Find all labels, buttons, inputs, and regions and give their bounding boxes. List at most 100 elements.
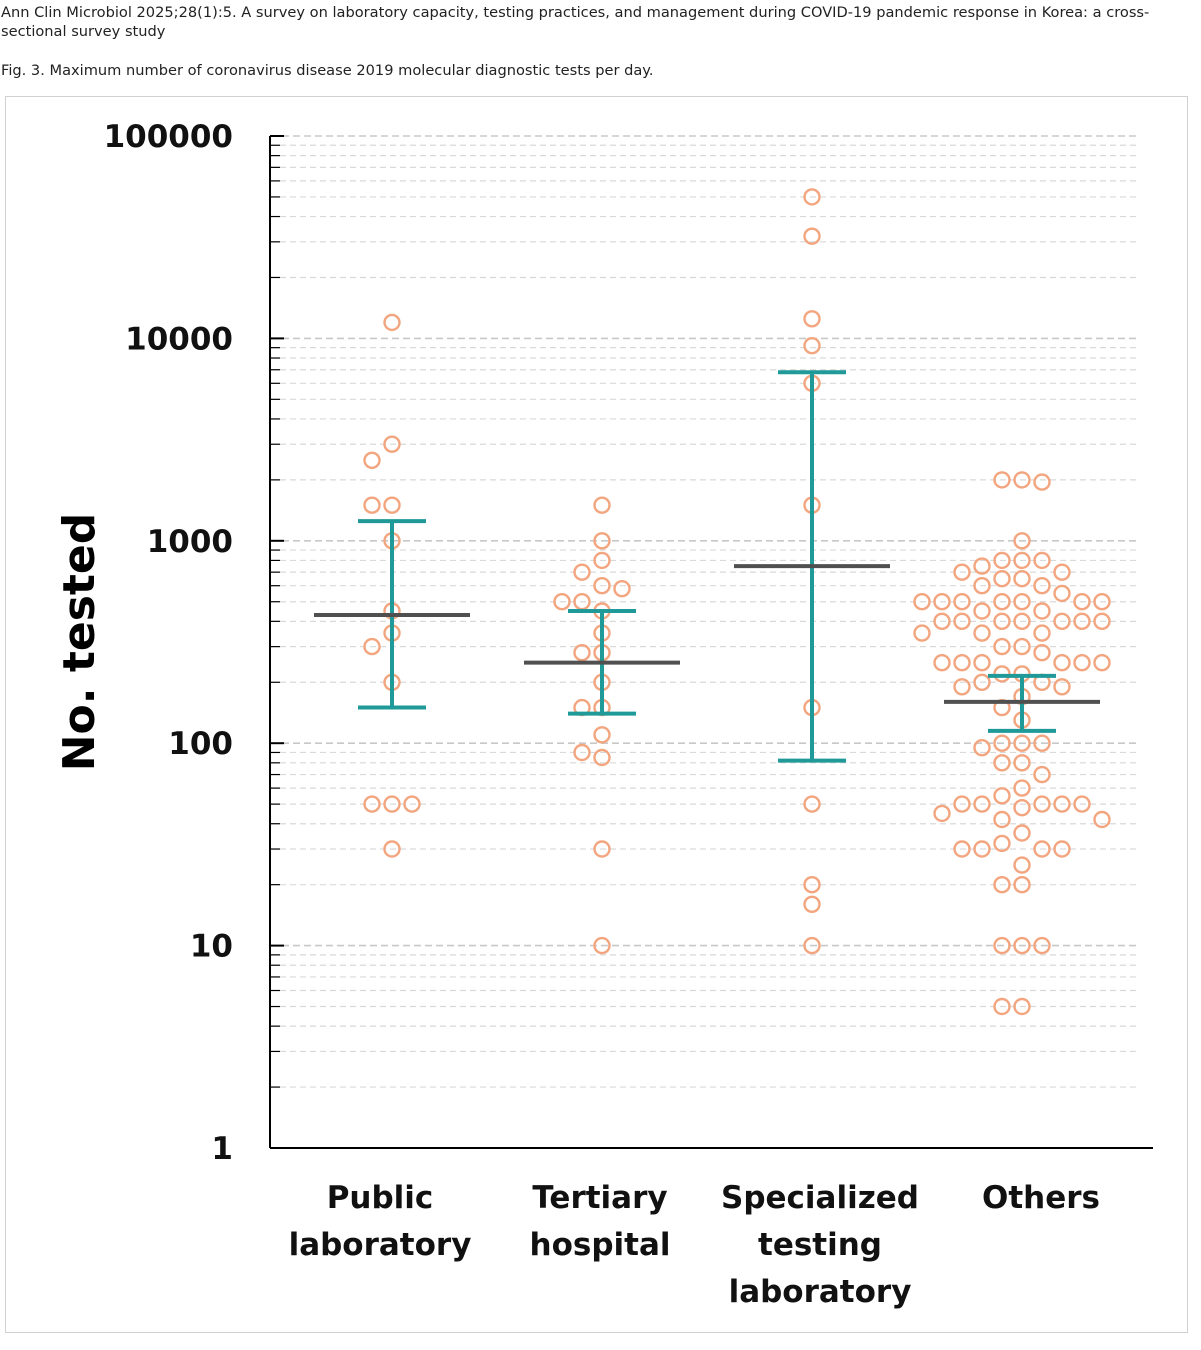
data-point xyxy=(1033,602,1051,620)
data-point xyxy=(1053,563,1071,581)
data-point xyxy=(933,654,951,672)
data-point xyxy=(593,748,611,767)
data-point xyxy=(363,795,381,813)
data-point xyxy=(363,637,381,656)
x-category-label: laboratory xyxy=(729,1274,912,1310)
data-points xyxy=(363,188,1111,1016)
data-point xyxy=(973,739,991,757)
data-point xyxy=(383,435,401,453)
data-point xyxy=(993,734,1011,752)
data-point xyxy=(993,876,1011,894)
data-point xyxy=(573,563,591,581)
y-tick-label: 1 xyxy=(211,1131,233,1167)
labels: 1 10 100 1000 10000 100000 No. tested Public lab… xyxy=(54,119,1100,1310)
x-category-label: Others xyxy=(982,1180,1100,1216)
data-point xyxy=(953,612,971,630)
data-point xyxy=(993,612,1011,630)
data-point xyxy=(1013,779,1031,797)
data-point xyxy=(1033,734,1051,752)
x-category-label: Tertiary xyxy=(532,1180,667,1216)
data-point xyxy=(1033,936,1051,955)
data-point xyxy=(593,726,611,744)
data-point xyxy=(1013,551,1031,570)
data-point xyxy=(803,795,821,813)
x-category-label: Public xyxy=(327,1180,434,1216)
data-point xyxy=(383,795,401,813)
data-point xyxy=(1013,637,1031,656)
y-tick-label: 10000 xyxy=(125,321,233,357)
data-point xyxy=(1013,471,1031,489)
data-point xyxy=(1033,551,1051,570)
data-point xyxy=(803,227,821,245)
data-point xyxy=(1093,654,1111,672)
data-point xyxy=(803,337,821,355)
data-point xyxy=(593,577,611,595)
data-point xyxy=(993,665,1011,683)
data-point xyxy=(953,654,971,672)
data-point xyxy=(953,795,971,813)
y-tick-label: 100000 xyxy=(104,119,233,155)
x-category-label: Specialized xyxy=(721,1180,919,1216)
data-point xyxy=(993,787,1011,805)
data-point xyxy=(1053,840,1071,858)
data-point xyxy=(973,795,991,813)
data-point xyxy=(1013,876,1031,894)
data-point xyxy=(973,624,991,642)
data-point xyxy=(1093,612,1111,630)
data-point xyxy=(1013,754,1031,772)
data-point xyxy=(613,580,631,598)
data-point xyxy=(1033,795,1051,813)
data-point xyxy=(593,936,611,955)
x-category-label: laboratory xyxy=(289,1227,472,1263)
data-point xyxy=(953,563,971,581)
data-point xyxy=(573,644,591,662)
data-point xyxy=(973,602,991,620)
data-point xyxy=(973,673,991,691)
data-point xyxy=(803,310,821,328)
data-point xyxy=(1033,840,1051,858)
data-point xyxy=(993,834,1011,853)
data-point xyxy=(1073,593,1091,611)
data-point xyxy=(1013,612,1031,630)
data-point xyxy=(1013,532,1031,550)
citation: Ann Clin Microbiol 2025;28(1):5. A surve… xyxy=(1,4,1150,40)
data-point xyxy=(1073,795,1091,813)
data-point xyxy=(1013,997,1031,1016)
data-point xyxy=(1053,612,1071,630)
data-point xyxy=(593,551,611,570)
data-point xyxy=(1093,810,1111,829)
data-point xyxy=(383,496,401,514)
data-point xyxy=(573,743,591,762)
data-point xyxy=(383,313,401,332)
grid-lines xyxy=(280,135,1140,1088)
data-point xyxy=(1013,593,1031,611)
data-point xyxy=(973,577,991,595)
data-point xyxy=(993,637,1011,656)
data-point xyxy=(803,876,821,894)
data-point xyxy=(993,754,1011,772)
data-point xyxy=(1073,654,1091,672)
data-point xyxy=(933,612,951,630)
data-point xyxy=(363,496,381,514)
data-point xyxy=(803,188,821,206)
data-point xyxy=(953,678,971,696)
data-point xyxy=(803,936,821,955)
data-point xyxy=(1053,654,1071,672)
data-point xyxy=(593,840,611,858)
figure-caption: Fig. 3. Maximum number of coronavirus di… xyxy=(1,62,654,79)
data-point xyxy=(1013,936,1031,955)
data-point xyxy=(553,593,571,611)
data-point xyxy=(593,532,611,550)
data-point xyxy=(913,624,931,642)
data-point xyxy=(1053,795,1071,813)
data-point xyxy=(1053,584,1071,603)
data-point xyxy=(953,840,971,858)
data-point xyxy=(973,654,991,672)
data-point xyxy=(1033,577,1051,595)
x-category-label: hospital xyxy=(530,1227,671,1263)
summary-bars xyxy=(314,370,1100,763)
data-point xyxy=(993,810,1011,829)
data-point xyxy=(593,496,611,514)
data-point xyxy=(363,451,381,469)
